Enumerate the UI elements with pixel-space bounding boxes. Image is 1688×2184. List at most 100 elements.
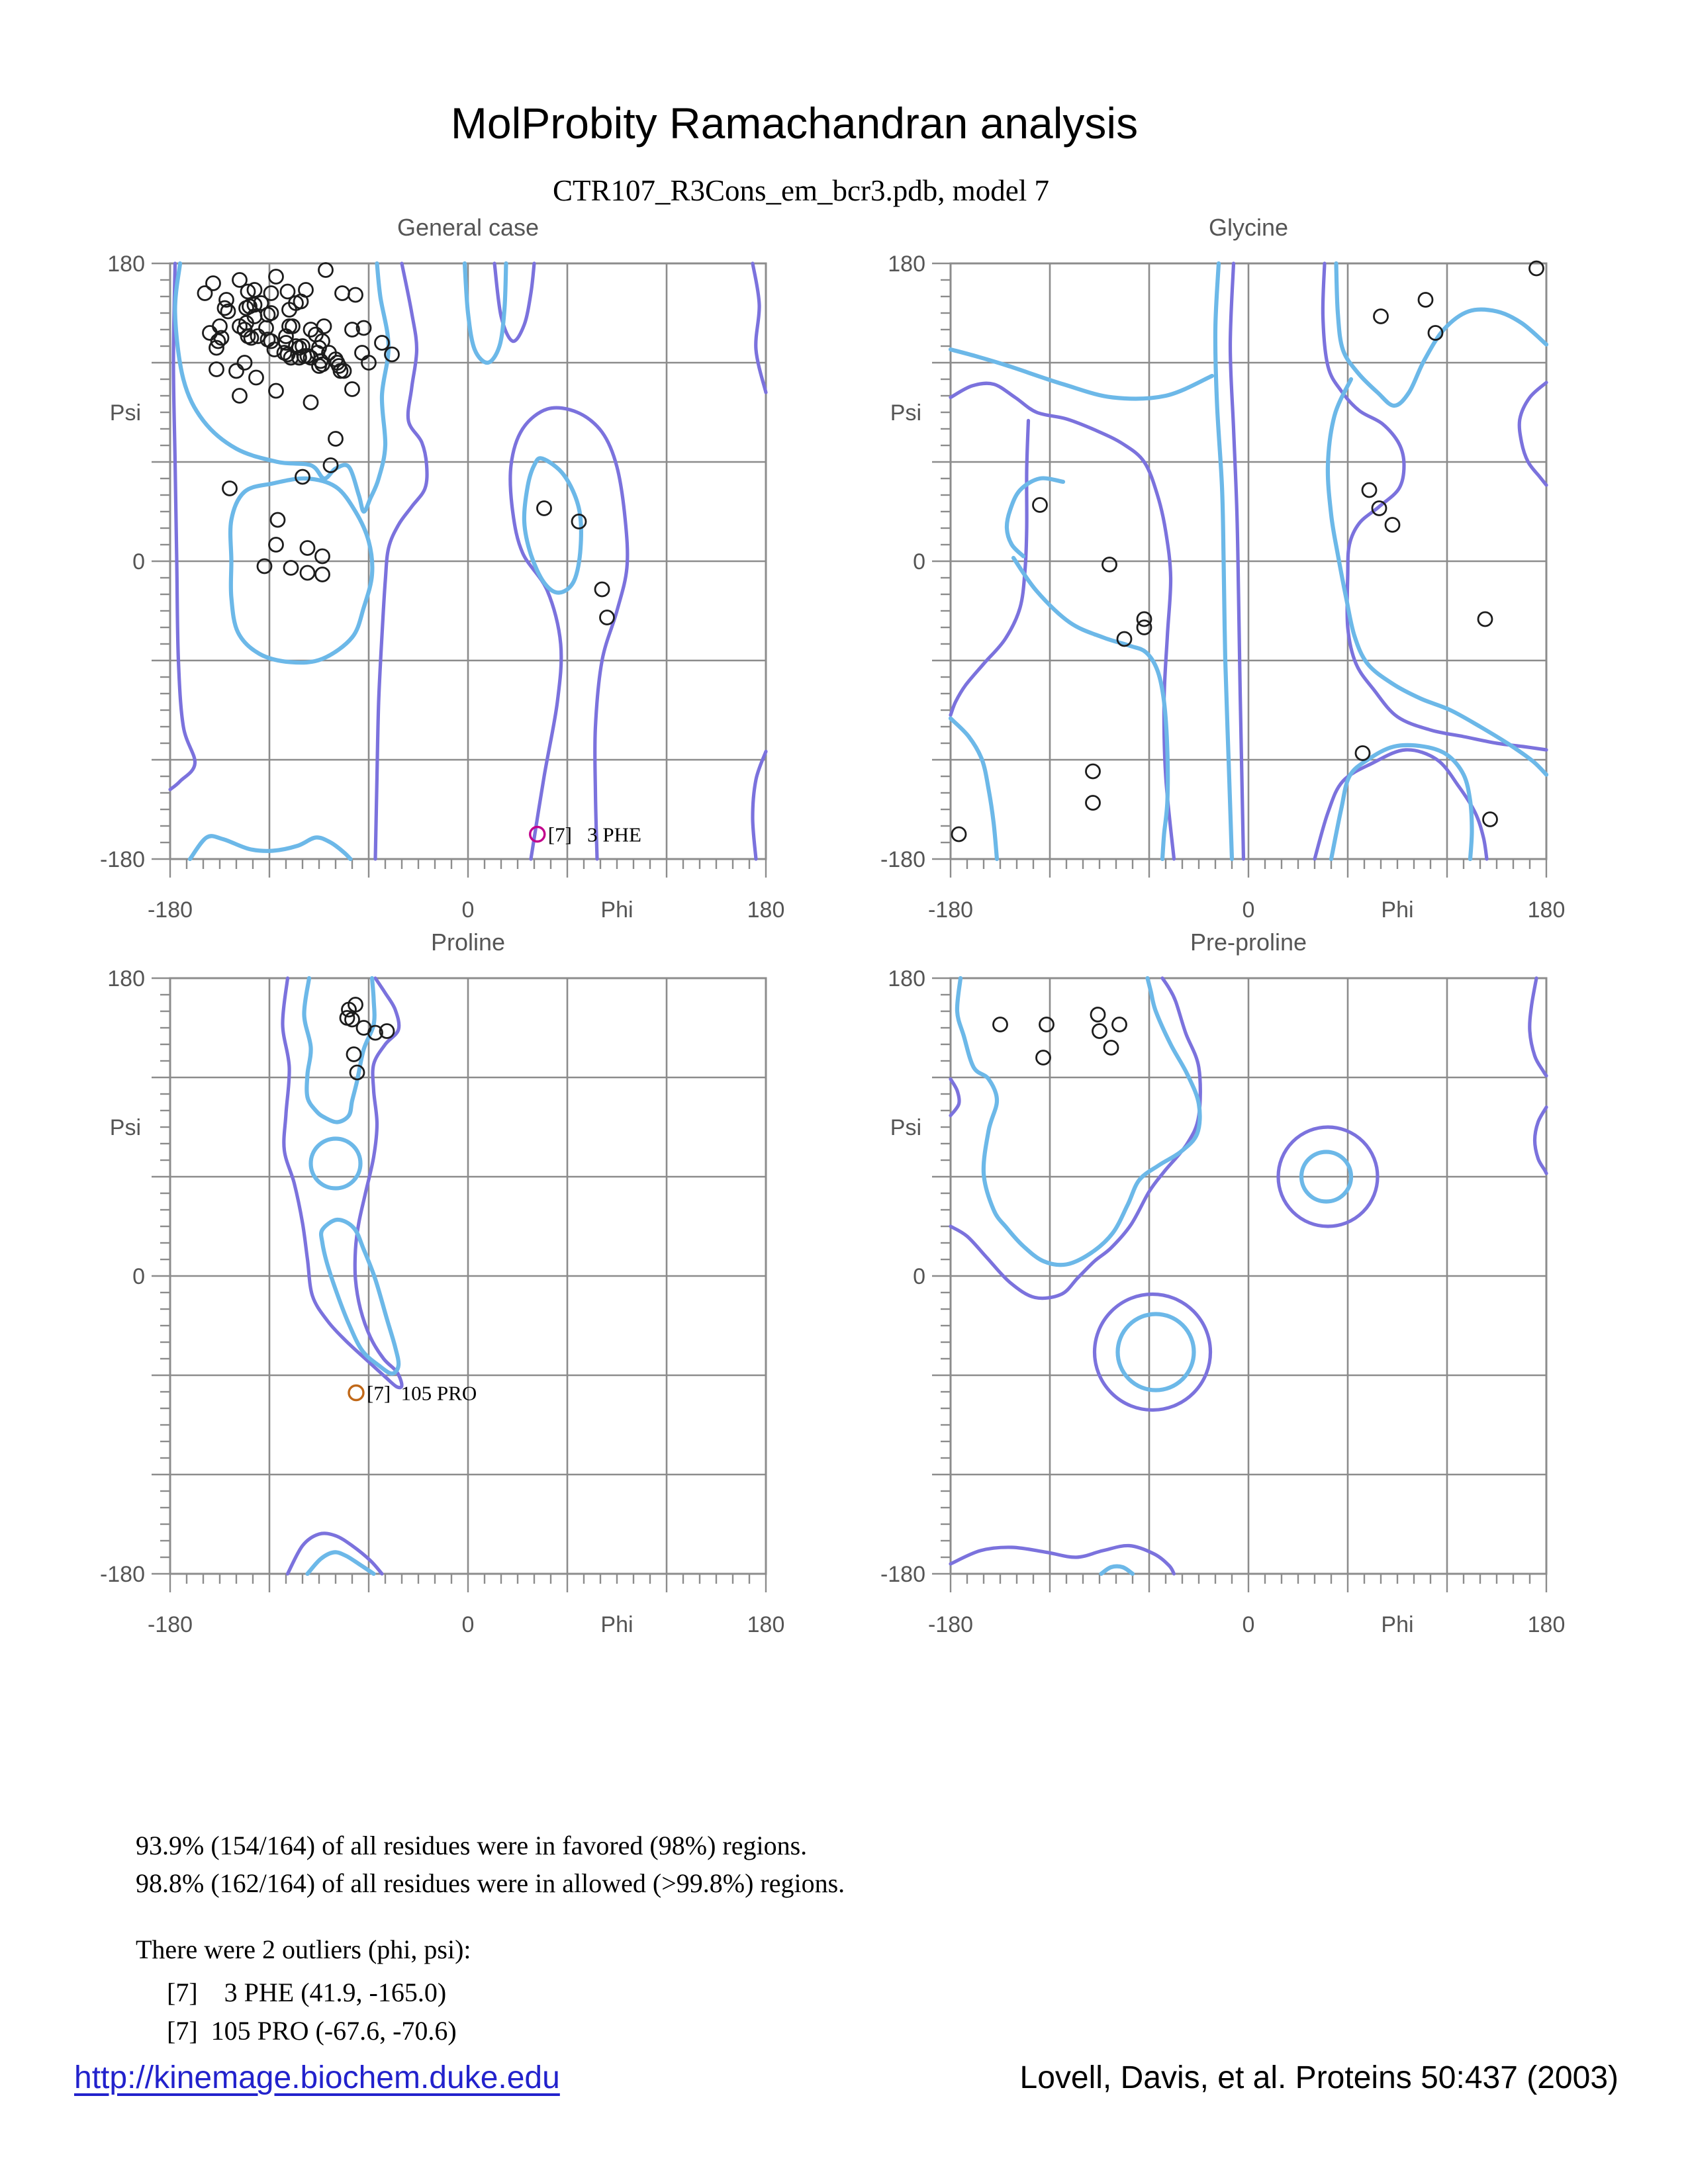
- residue-point: [243, 330, 259, 346]
- residue-point: [951, 826, 967, 842]
- residue-point: [250, 328, 266, 344]
- residue-point: [253, 295, 269, 311]
- residue-point: [374, 335, 390, 351]
- residue-point: [344, 322, 360, 338]
- residue-point: [1103, 1040, 1119, 1056]
- y-tick-neg180: -180: [880, 1562, 925, 1587]
- y-axis-label: Psi: [110, 400, 141, 426]
- residue-point: [1528, 260, 1544, 277]
- residue-point: [1371, 500, 1387, 516]
- x-axis-label: Phi: [600, 897, 633, 923]
- residue-point: [236, 355, 253, 371]
- footer: http://kinemage.biochem.duke.edu Lovell,…: [0, 2060, 1688, 2096]
- residue-point: [293, 293, 309, 310]
- residue-point: [256, 558, 273, 574]
- residue-point: [1090, 1007, 1106, 1023]
- residue-point: [348, 287, 363, 303]
- residue-point: [1482, 811, 1498, 827]
- residue-point: [367, 1024, 383, 1041]
- x-tick-180: 180: [1528, 897, 1566, 923]
- residue-point: [209, 361, 224, 377]
- grid: [951, 978, 1546, 1574]
- x-tick-0: 0: [1243, 1612, 1255, 1637]
- contours: [949, 261, 1548, 861]
- residue-point: [248, 369, 264, 386]
- plot-title: General case: [397, 214, 539, 241]
- residue-point: [571, 514, 587, 529]
- outlier-list: [7] 3 PHE (41.9, -165.0) [7] 105 PRO (-6…: [167, 1978, 457, 2046]
- residue-point: [1116, 631, 1133, 647]
- residue-point: [594, 581, 610, 598]
- plot-title: Glycine: [1209, 214, 1288, 241]
- plot-border: [169, 262, 767, 860]
- y-tick-neg180: -180: [100, 1562, 145, 1587]
- residue-point: [1039, 1017, 1055, 1032]
- outlier-point: [529, 825, 546, 843]
- x-axis-label: Phi: [1381, 897, 1413, 923]
- y-tick-0: 0: [132, 549, 145, 574]
- residue-point: [1361, 482, 1378, 498]
- outlier-label: [7] 105 PRO: [367, 1382, 477, 1405]
- data-points: [197, 262, 615, 625]
- residue-point: [336, 363, 352, 379]
- residue-point: [346, 1046, 362, 1062]
- x-tick-neg180: -180: [928, 1612, 973, 1637]
- residue-point: [344, 381, 360, 397]
- data-points: [992, 1007, 1127, 1066]
- citation-text: Lovell, Davis, et al. Proteins 50:437 (2…: [1019, 2060, 1619, 2095]
- data-points: [339, 997, 395, 1081]
- residue-point: [263, 333, 279, 349]
- residue-point: [240, 283, 256, 300]
- residue-point: [263, 285, 279, 301]
- data-points: [951, 260, 1544, 842]
- residue-point: [205, 275, 221, 291]
- kinemage-link[interactable]: http://kinemage.biochem.duke.edu: [74, 2060, 560, 2095]
- residue-point: [314, 567, 330, 582]
- x-axis-label: Phi: [600, 1612, 633, 1637]
- y-tick-180: 180: [888, 251, 925, 277]
- plot-title: Pre-proline: [1190, 929, 1307, 956]
- residue-point: [1354, 745, 1371, 761]
- residue-point: [216, 300, 233, 316]
- contours: [168, 261, 768, 861]
- residue-point: [314, 548, 330, 565]
- residue-point: [536, 500, 552, 516]
- residue-point: [1085, 795, 1101, 811]
- residue-point: [269, 512, 286, 528]
- plot-proline: [7] 105 PRO Proline 180 Psi 0 -180-180 0 Phi 180: [100, 929, 784, 1637]
- plot-border: [169, 977, 767, 1575]
- residue-point: [299, 565, 316, 581]
- residue-point: [1092, 1023, 1107, 1039]
- outlier-point: [348, 1384, 365, 1402]
- residue-point: [1102, 557, 1117, 572]
- residue-point: [1032, 497, 1048, 513]
- y-tick-neg180: -180: [880, 847, 925, 872]
- page-title: MolProbity Ramachandran analysis: [450, 99, 1139, 148]
- residue-point: [197, 285, 213, 301]
- y-axis-label: Psi: [890, 400, 921, 426]
- y-tick-neg180: -180: [100, 847, 145, 872]
- y-tick-180: 180: [888, 966, 925, 991]
- residue-point: [232, 272, 248, 288]
- y-tick-0: 0: [913, 549, 925, 574]
- residue-point: [1373, 308, 1389, 324]
- residue-point: [344, 1011, 360, 1028]
- plot-pre-proline: Pre-proline 180 Psi 0 -180-180 0 Phi 180: [880, 929, 1565, 1637]
- residue-point: [322, 457, 339, 473]
- residue-point: [1111, 1017, 1127, 1032]
- axis-ticks: [152, 262, 767, 878]
- residue-point: [232, 388, 248, 404]
- residue-point: [992, 1017, 1008, 1032]
- x-tick-neg180: -180: [148, 897, 193, 923]
- residue-point: [268, 269, 284, 285]
- residue-point: [328, 431, 344, 447]
- residue-point: [279, 283, 296, 300]
- residue-point: [246, 308, 263, 324]
- residue-point: [332, 363, 349, 379]
- residue-point: [295, 469, 310, 485]
- residue-point: [268, 383, 284, 399]
- y-tick-180: 180: [107, 251, 145, 277]
- y-axis-label: Psi: [110, 1115, 141, 1140]
- residue-point: [1136, 611, 1152, 627]
- residue-point: [295, 338, 310, 354]
